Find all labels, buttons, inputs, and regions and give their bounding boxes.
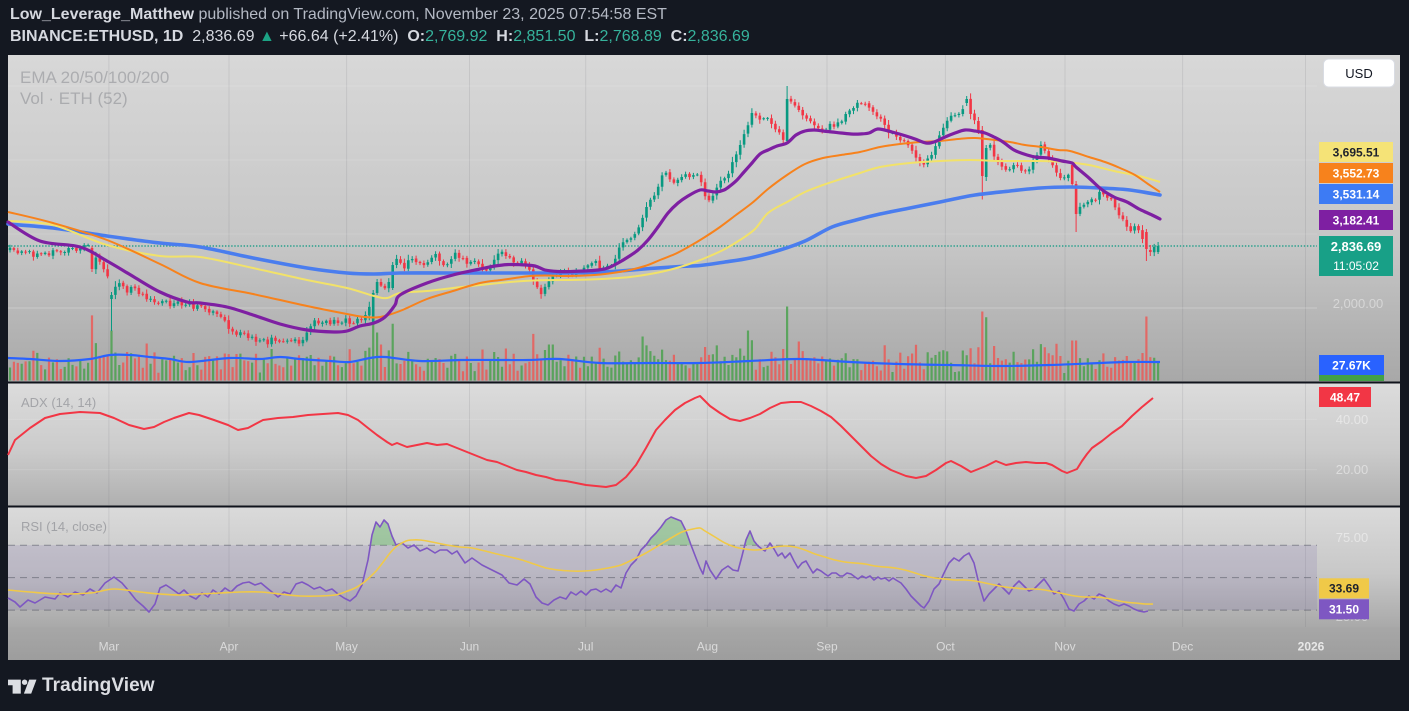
- svg-text:Sep: Sep: [816, 640, 838, 654]
- svg-text:3,531.14: 3,531.14: [1333, 187, 1380, 201]
- svg-text:33.69: 33.69: [1329, 582, 1359, 596]
- svg-text:3,182.41: 3,182.41: [1333, 213, 1380, 227]
- svg-text:ADX (14, 14): ADX (14, 14): [21, 395, 96, 410]
- svg-text:Dec: Dec: [1172, 640, 1193, 654]
- svg-text:Aug: Aug: [697, 640, 718, 654]
- svg-text:75.00: 75.00: [1336, 530, 1369, 545]
- svg-text:2026: 2026: [1298, 640, 1325, 654]
- svg-text:USD: USD: [1345, 66, 1372, 81]
- svg-text:Apr: Apr: [220, 640, 239, 654]
- svg-text:11:05:02: 11:05:02: [1333, 259, 1379, 273]
- svg-text:Oct: Oct: [936, 640, 955, 654]
- svg-text:40.00: 40.00: [1336, 412, 1369, 427]
- svg-text:May: May: [335, 640, 358, 654]
- svg-text:RSI (14, close): RSI (14, close): [21, 519, 107, 534]
- svg-text:20.00: 20.00: [1336, 462, 1369, 477]
- svg-text:31.50: 31.50: [1329, 603, 1359, 617]
- svg-text:EMA 20/50/100/200: EMA 20/50/100/200: [20, 68, 169, 87]
- svg-text:Mar: Mar: [99, 640, 120, 654]
- svg-text:3,695.51: 3,695.51: [1333, 145, 1380, 159]
- svg-text:Nov: Nov: [1054, 640, 1075, 654]
- svg-text:2,836.69: 2,836.69: [1331, 239, 1382, 254]
- svg-text:3,552.73: 3,552.73: [1333, 166, 1380, 180]
- svg-text:27.67K: 27.67K: [1332, 358, 1371, 372]
- svg-text:48.47: 48.47: [1330, 390, 1360, 404]
- svg-text:Jun: Jun: [460, 640, 479, 654]
- svg-text:2,000.00: 2,000.00: [1333, 296, 1384, 311]
- svg-text:Vol · ETH (52): Vol · ETH (52): [20, 89, 128, 108]
- svg-text:Jul: Jul: [578, 640, 593, 654]
